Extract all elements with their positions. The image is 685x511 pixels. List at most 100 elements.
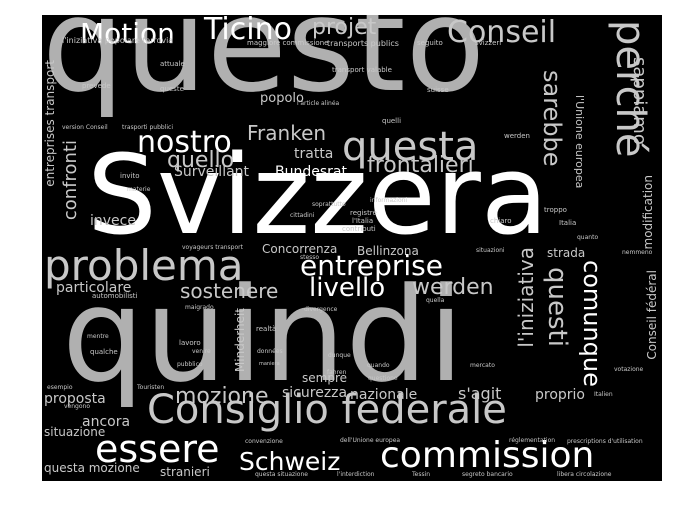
cloud-word: popolo [260, 91, 304, 106]
cloud-word: seguito [417, 39, 443, 47]
cloud-word: nazionale [350, 387, 418, 403]
cloud-word: essere [95, 427, 220, 471]
cloud-word: l'Unione europea [573, 95, 586, 189]
cloud-word: Touristen [137, 384, 165, 391]
cloud-word: maigrado [185, 304, 214, 311]
cloud-word: livello [309, 273, 386, 303]
cloud-word: invece [90, 213, 136, 229]
cloud-word: contributi [342, 225, 376, 233]
cloud-word: lavoro [179, 339, 201, 347]
cloud-word: divergence [304, 306, 338, 313]
cloud-word: commission [380, 435, 595, 476]
cloud-word: nemmeno [622, 249, 653, 256]
cloud-word: confronti [60, 140, 81, 221]
cloud-word: prevede [82, 82, 111, 90]
cloud-word: realtà [256, 325, 277, 333]
cloud-word: esempio [47, 384, 73, 391]
cloud-word: Conseil [447, 15, 557, 50]
cloud-word: tratta [294, 146, 334, 162]
cloud-word: l'article alinéa [297, 100, 340, 107]
cloud-word: problema [44, 241, 244, 290]
cloud-word: questo [42, 15, 486, 121]
cloud-word: Italien [594, 391, 613, 398]
cloud-word: mozione [175, 384, 269, 409]
cloud-word: materie [127, 186, 151, 193]
cloud-word: Tessin [412, 471, 431, 478]
cloud-word: questa [342, 124, 479, 170]
cloud-word: suisse [427, 86, 449, 94]
cloud-word: cittadini [290, 212, 315, 219]
cloud-word: svizzeri [475, 39, 502, 47]
cloud-word: convenzione [245, 438, 283, 445]
cloud-word: situazioni [476, 247, 505, 254]
cloud-word: perché [607, 20, 653, 158]
cloud-word: transports publics [327, 39, 399, 48]
cloud-word: vengono [64, 403, 90, 410]
word-cloud: questo Svizzera quindi problema Consiglio fe… [42, 15, 662, 481]
cloud-word: quando [367, 362, 390, 369]
cloud-word: stranieri [160, 465, 210, 479]
cloud-word: proposta [44, 391, 106, 407]
cloud-word: werden [412, 275, 494, 300]
cloud-word: questione [368, 375, 398, 382]
cloud-word: Bundesrat [275, 164, 347, 180]
cloud-word: automobilisti [92, 292, 138, 300]
cloud-word: Italia [559, 219, 577, 227]
cloud-word: nostro [137, 125, 232, 160]
cloud-word: Consiglio federale [147, 387, 507, 433]
cloud-word: proprio [535, 387, 585, 403]
cloud-word: soprattutto [312, 201, 346, 208]
cloud-word: stesso [300, 254, 320, 261]
cloud-word: situazione [44, 425, 106, 439]
cloud-word: Bellinzona [357, 244, 419, 258]
cloud-word: sostenere [180, 279, 279, 303]
cloud-word: werden [504, 132, 530, 140]
cloud-word: transport valable [332, 66, 392, 74]
cloud-word: Minderheit [233, 308, 247, 373]
cloud-word: chiaro [490, 217, 512, 225]
cloud-word: l'iniziativa popolare ferrovia [62, 36, 174, 45]
cloud-word: informazioni [370, 197, 408, 204]
cloud-word: Motion [80, 17, 175, 50]
cloud-word: Ticino [204, 15, 292, 47]
cloud-word: l'Italia [352, 217, 374, 225]
cloud-word: quello [167, 148, 235, 173]
cloud-word: Franken [247, 121, 327, 145]
cloud-word: entreprise [300, 249, 443, 282]
cloud-word: quanto [577, 234, 599, 241]
cloud-word: prescriptions d'utilisation [567, 438, 643, 445]
cloud-word: voyageurs transport [182, 244, 243, 251]
cloud-word: modification [641, 175, 655, 250]
cloud-word: questi [542, 267, 572, 347]
cloud-word: fahren [327, 369, 347, 376]
cloud-word: mentre [87, 333, 109, 340]
cloud-word: registre [350, 209, 377, 217]
cloud-word: venire [192, 348, 211, 355]
cloud-word: particolare [56, 280, 132, 296]
cloud-word: maggiore commissione [247, 39, 329, 47]
cloud-word: sarebbe [538, 70, 566, 167]
cloud-word: mercato [470, 362, 495, 369]
cloud-word: strada [547, 246, 586, 260]
cloud-word: Svizzera [87, 131, 549, 259]
cloud-word: sempre [302, 371, 347, 385]
cloud-word: trasporti pubblici [122, 124, 174, 131]
cloud-word: frontalieri [367, 153, 474, 178]
cloud-word: votazione [614, 366, 644, 373]
cloud-word: questa mozione [44, 461, 140, 475]
cloud-word: qualche [90, 348, 118, 356]
cloud-word: questa situazione [255, 471, 308, 478]
cloud-word: l'iniziativa [514, 247, 538, 348]
cloud-word: sappiamo [629, 57, 650, 145]
cloud-word: sicurezza [282, 385, 348, 401]
cloud-word: troppo [544, 206, 567, 214]
cloud-word: Concorrenza [262, 242, 338, 256]
cloud-word: maniera [259, 361, 280, 367]
cloud-word: invito [120, 172, 140, 180]
cloud-word: ancora [82, 414, 131, 430]
cloud-word: dell'Unione europea [340, 437, 401, 444]
cloud-word: attuale [160, 60, 185, 68]
cloud-word: l'interdiction [337, 471, 375, 478]
cloud-word: Schweiz [239, 447, 341, 476]
cloud-word: entreprises transport [43, 60, 57, 187]
